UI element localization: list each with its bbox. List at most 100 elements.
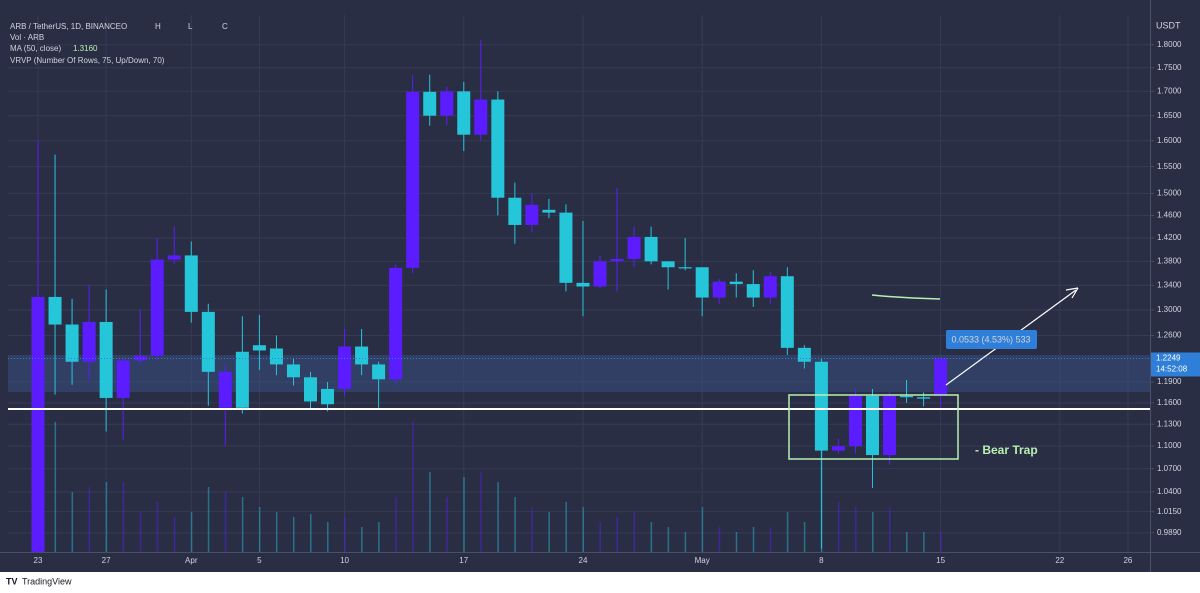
candle-body <box>883 395 897 456</box>
vrvp-label: VRVP (Number Of Rows, 75, Up/Down, 70) <box>10 56 165 65</box>
candle-body <box>746 284 760 298</box>
volume-bar <box>854 507 857 552</box>
ohlc-label: H <box>155 22 161 31</box>
ohlc-label: L <box>188 22 193 31</box>
y-unit: USDT <box>1156 20 1181 30</box>
volume-bar <box>463 477 465 552</box>
x-tick-label: 15 <box>936 556 945 565</box>
volume-bar <box>378 522 380 552</box>
candle-body <box>729 281 743 285</box>
ma-label: MA (50, close) <box>10 44 61 53</box>
candle-body <box>695 267 709 298</box>
volume-bar <box>71 492 74 552</box>
candle-body <box>780 276 794 348</box>
footer-label: TradingView <box>22 576 72 586</box>
volume-bar <box>701 507 704 552</box>
candle-body <box>917 397 931 399</box>
volume-bar <box>105 482 108 552</box>
volume-bar <box>207 487 210 552</box>
candle-body <box>491 99 505 198</box>
y-tick-label: 1.4600 <box>1157 211 1182 220</box>
volume-bar <box>599 522 602 552</box>
volume-bar <box>923 532 925 552</box>
volume-bar <box>258 507 261 552</box>
candle-body <box>848 395 862 447</box>
volume-bar <box>769 527 772 552</box>
footer-logo: TV <box>6 576 18 586</box>
x-tick-label: 23 <box>34 556 43 565</box>
measure-box <box>946 330 1037 349</box>
candle-body <box>150 259 164 356</box>
candle-body <box>423 91 437 116</box>
y-tick-label: 1.1000 <box>1157 441 1182 450</box>
bear-trap-box <box>788 394 959 460</box>
y-tick-label: 1.3800 <box>1157 256 1182 265</box>
candle-body <box>900 395 914 398</box>
arrow-head <box>1065 287 1079 299</box>
y-tick-label: 1.6000 <box>1157 136 1182 145</box>
volume-bar <box>667 527 670 552</box>
last-price-box <box>1151 352 1200 377</box>
y-tick-label: 1.7000 <box>1157 86 1182 95</box>
volume-bar <box>803 522 806 552</box>
volume-label: Vol · ARB <box>10 33 44 42</box>
volume-bar <box>889 507 891 552</box>
ma-line <box>871 294 941 300</box>
last-price-time: 14:52:08 <box>1156 365 1188 374</box>
volume-bar <box>139 512 142 552</box>
volume-bar <box>446 497 448 552</box>
ma-value: 1.3160 <box>73 44 98 53</box>
volume-bar <box>88 487 91 552</box>
volume-bar <box>548 512 550 552</box>
last-price-label: 1.2249 <box>1156 354 1181 363</box>
candle-body <box>167 255 181 260</box>
candle-body <box>218 371 232 408</box>
candle-body <box>286 364 300 378</box>
candle-body <box>865 395 879 456</box>
volume-bar <box>361 527 363 552</box>
candle-body <box>576 282 590 287</box>
candle-body <box>252 345 266 351</box>
pattern-label: - Bear Trap <box>975 443 1038 457</box>
volume-bar <box>735 532 738 552</box>
candle-body <box>797 347 811 362</box>
x-tick-label: 26 <box>1123 556 1132 565</box>
volume-bar <box>565 502 567 552</box>
y-tick-label: 1.0400 <box>1157 487 1182 496</box>
x-tick-label: 8 <box>819 556 824 565</box>
y-tick-label: 1.7500 <box>1157 63 1182 72</box>
y-tick-label: 1.5500 <box>1157 162 1182 171</box>
y-tick-label: 1.1300 <box>1157 419 1182 428</box>
volume-bar <box>786 512 789 552</box>
candle-body <box>321 388 335 405</box>
volume-bar <box>752 527 755 552</box>
volume-bar <box>275 512 278 552</box>
candle-body <box>474 99 488 135</box>
candle-body <box>814 361 828 451</box>
volume-bar <box>156 502 159 552</box>
x-tick-label: 24 <box>579 556 588 565</box>
candle-body <box>303 377 317 402</box>
volume-bar <box>906 532 908 552</box>
volume-bar <box>327 522 329 552</box>
candle-body <box>559 212 573 283</box>
volume-bar <box>650 522 653 552</box>
candle-body <box>235 351 249 408</box>
y-tick-label: 1.4200 <box>1157 233 1182 242</box>
volume-bar <box>309 514 312 552</box>
chart-title: ARB / TetherUS, 1D, BINANCE <box>10 22 121 31</box>
candle-body <box>269 348 283 365</box>
candle-body <box>593 261 607 287</box>
volume-bar <box>190 512 193 552</box>
candle-body <box>610 258 624 262</box>
volume-bar <box>412 422 414 552</box>
candle-body <box>406 91 420 268</box>
candle-body <box>712 281 726 298</box>
y-tick-label: 1.2600 <box>1157 331 1182 340</box>
volume-bar <box>497 482 499 552</box>
candle-body <box>763 276 777 298</box>
candle-body <box>831 446 845 451</box>
x-tick-label: 17 <box>459 556 468 565</box>
